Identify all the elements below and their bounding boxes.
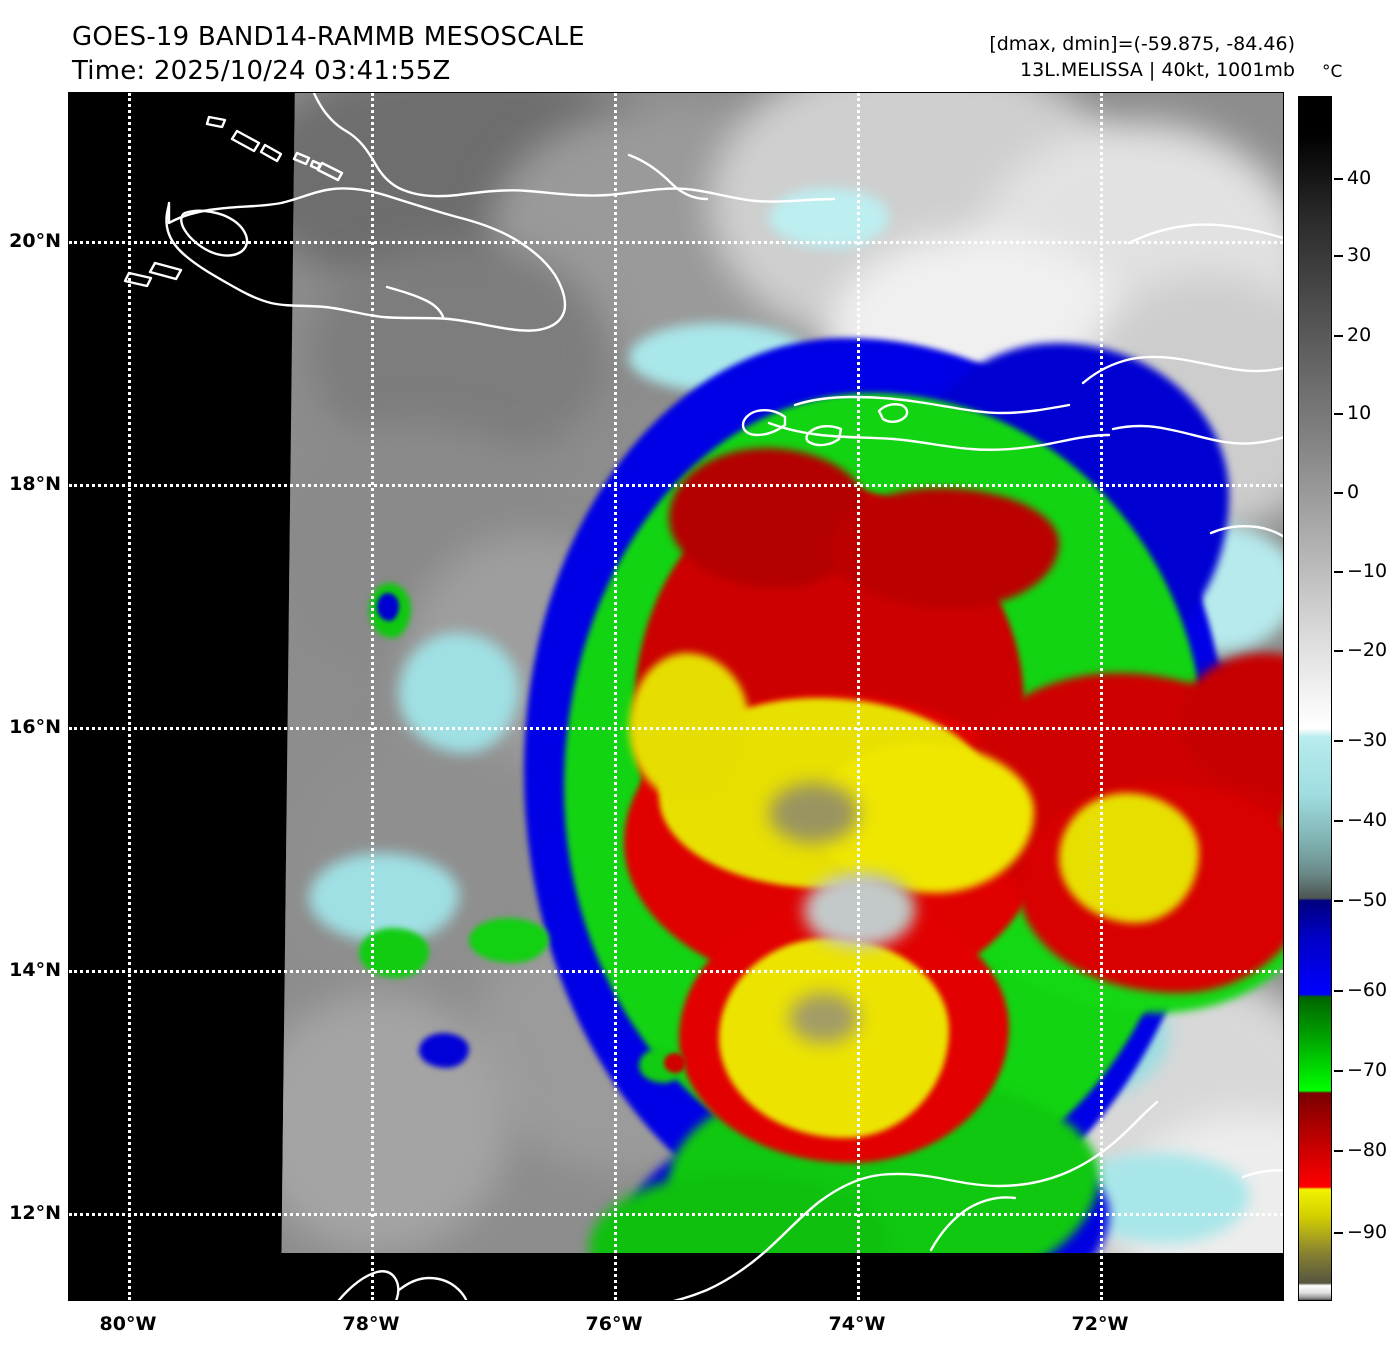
x-axis-tick-72W: 72°W: [1071, 1313, 1129, 1335]
page-title: GOES-19 BAND14-RAMMB MESOSCALE: [72, 22, 585, 52]
colorbar-label-m60: −60: [1347, 979, 1388, 1001]
gridline-lon-80: [128, 93, 131, 1300]
x-axis-tick-80W: 80°W: [99, 1313, 157, 1335]
colorbar-tick-30: [1334, 255, 1343, 257]
header-title-block: GOES-19 BAND14-RAMMB MESOSCALE Time: 202…: [72, 20, 585, 88]
colorbar-label-m50: −50: [1347, 889, 1388, 911]
x-axis-tick-76W: 76°W: [585, 1313, 643, 1335]
temperature-colorbar: [1298, 96, 1332, 1301]
colorbar-label-m40: −40: [1347, 809, 1388, 831]
timestamp-label: Time: 2025/10/24 03:41:55Z: [72, 56, 451, 86]
colorbar-label-0: 0: [1347, 481, 1360, 503]
colorbar-tick-m90: [1334, 1232, 1343, 1234]
colorbar-tick-10: [1334, 413, 1343, 415]
x-axis-tick-78W: 78°W: [342, 1313, 400, 1335]
y-axis-tick-20N: 20°N: [9, 230, 61, 252]
satellite-data-swath: [281, 93, 1283, 1253]
colorbar-label-m90: −90: [1347, 1221, 1388, 1243]
colorbar-tick-m10: [1334, 571, 1343, 573]
dmax-dmin-label: [dmax, dmin]=(-59.875, -84.46): [989, 33, 1295, 55]
x-axis-tick-74W: 74°W: [828, 1313, 886, 1335]
colorbar-tick-m50: [1334, 900, 1343, 902]
colorbar-gradient: [1299, 97, 1331, 1300]
colorbar-label-30: 30: [1347, 244, 1372, 266]
y-axis-tick-18N: 18°N: [9, 473, 61, 495]
colorbar-label-m30: −30: [1347, 729, 1388, 751]
colorbar-tick-m60: [1334, 990, 1343, 992]
colorbar-tick-m20: [1334, 650, 1343, 652]
colorbar-label-m70: −70: [1347, 1059, 1388, 1081]
colorbar-tick-m30: [1334, 740, 1343, 742]
colorbar-label-40: 40: [1347, 167, 1372, 189]
colorbar-tick-m80: [1334, 1150, 1343, 1152]
colorbar-label-m10: −10: [1347, 560, 1388, 582]
colorbar-tick-m40: [1334, 820, 1343, 822]
colorbar-unit-label: °C: [1322, 62, 1343, 82]
colorbar-tick-20: [1334, 335, 1343, 337]
colorbar-label-10: 10: [1347, 402, 1372, 424]
header-meta-block: [dmax, dmin]=(-59.875, -84.46) 13L.MELIS…: [989, 31, 1295, 83]
colorbar-label-m80: −80: [1347, 1139, 1388, 1161]
satellite-image-plot: Copyright © 2020-2025 Dapiya: [69, 93, 1283, 1300]
colorbar-tick-m70: [1334, 1070, 1343, 1072]
colorbar-label-20: 20: [1347, 324, 1372, 346]
colorbar-tick-40: [1334, 178, 1343, 180]
colorbar-label-m20: −20: [1347, 639, 1388, 661]
storm-info-label: 13L.MELISSA | 40kt, 1001mb: [1020, 59, 1295, 81]
colorbar-tick-0: [1334, 492, 1343, 494]
y-axis-tick-12N: 12°N: [9, 1202, 61, 1224]
y-axis-tick-16N: 16°N: [9, 716, 61, 738]
y-axis-tick-14N: 14°N: [9, 959, 61, 981]
